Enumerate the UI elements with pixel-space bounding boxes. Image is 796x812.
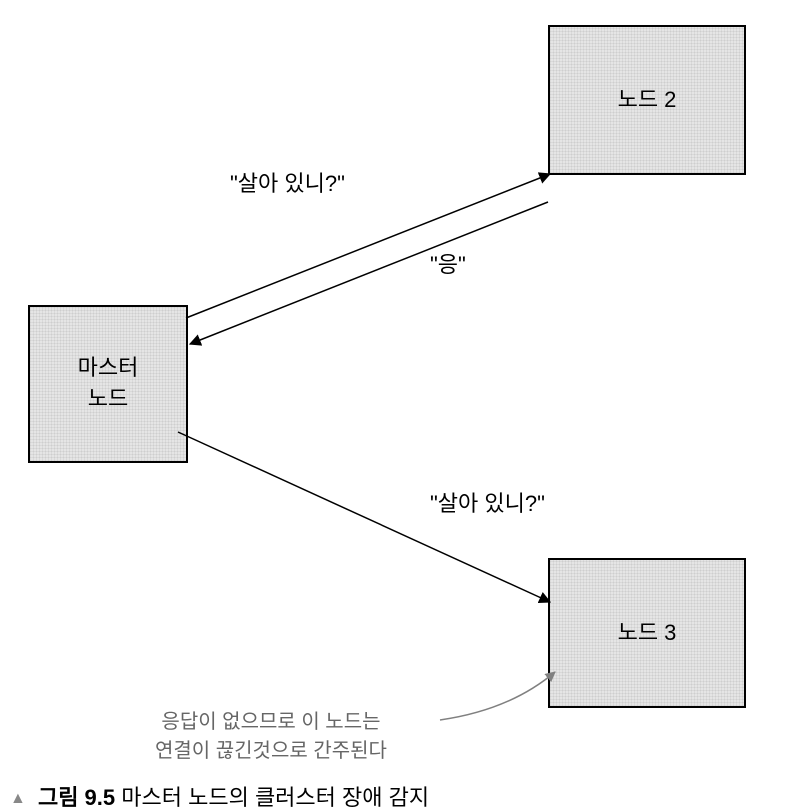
edge-from-node2-label: "응" xyxy=(430,247,466,279)
node-master: 마스터노드 xyxy=(28,305,188,463)
edge-to-node3-label: "살아 있니?" xyxy=(430,486,545,518)
figure-caption: ▲ 그림 9.5 마스터 노드의 클러스터 장애 감지 xyxy=(10,780,429,812)
caption-fignum: 그림 9.5 xyxy=(38,785,115,810)
caption-text: 마스터 노드의 클러스터 장애 감지 xyxy=(121,785,429,810)
diagram: 마스터노드 노드 2 노드 3 "살아 있니?" "응" "살아 있니?" 응답… xyxy=(0,0,796,810)
node-2: 노드 2 xyxy=(548,25,746,175)
edge-from-node2 xyxy=(190,202,548,344)
annotation-pointer xyxy=(440,672,555,720)
edge-to-node2-label: "살아 있니?" xyxy=(230,166,345,198)
caption-triangle-icon: ▲ xyxy=(10,790,26,807)
annotation-line1: 응답이 없으므로 이 노드는 xyxy=(161,711,380,733)
node-3-label: 노드 3 xyxy=(618,618,677,649)
node-2-label: 노드 2 xyxy=(618,85,677,116)
annotation-line2: 연결이 끊긴것으로 간주된다 xyxy=(155,740,387,762)
node-master-label: 마스터노드 xyxy=(78,353,139,415)
annotation-text: 응답이 없으므로 이 노드는 연결이 끊긴것으로 간주된다 xyxy=(155,708,387,766)
node-3: 노드 3 xyxy=(548,558,746,708)
